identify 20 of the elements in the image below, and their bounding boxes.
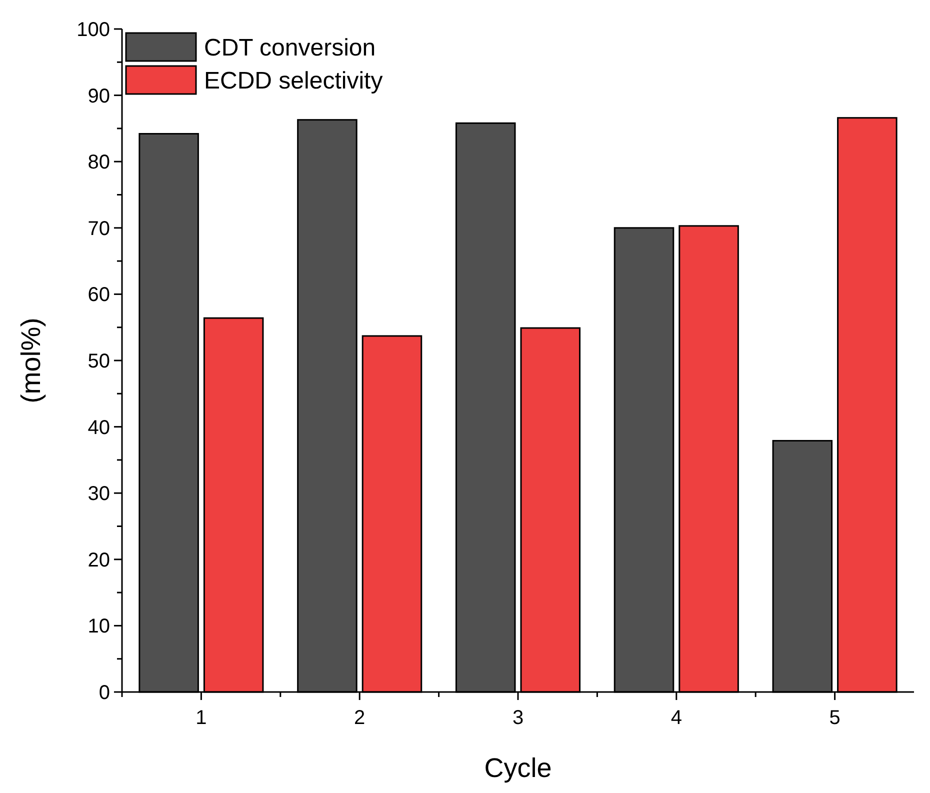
x-tick-label: 5 (829, 707, 840, 729)
y-tick-label: 60 (88, 284, 110, 306)
y-tick-label: 0 (98, 682, 110, 704)
y-tick-label: 50 (88, 350, 110, 372)
y-tick-label: 30 (88, 483, 110, 506)
y-tick-label: 90 (88, 85, 110, 108)
y-tick-label: 40 (88, 416, 110, 439)
legend-label: CDT conversion (204, 34, 376, 62)
y-tick-label: 10 (88, 616, 110, 638)
x-tick-label: 2 (354, 707, 366, 729)
x-tick-label: 1 (196, 707, 207, 729)
y-tick-label: 100 (76, 19, 110, 41)
x-tick-label: 4 (670, 707, 682, 729)
y-tick-label: 70 (88, 218, 110, 240)
y-axis-title: (mol%) (16, 318, 46, 404)
x-tick-label: 3 (512, 707, 524, 729)
y-tick-label: 80 (88, 152, 110, 174)
y-tick-label: 20 (88, 549, 110, 572)
legend-label: ECDD selectivity (204, 67, 383, 94)
x-axis-title: Cycle (484, 753, 552, 783)
